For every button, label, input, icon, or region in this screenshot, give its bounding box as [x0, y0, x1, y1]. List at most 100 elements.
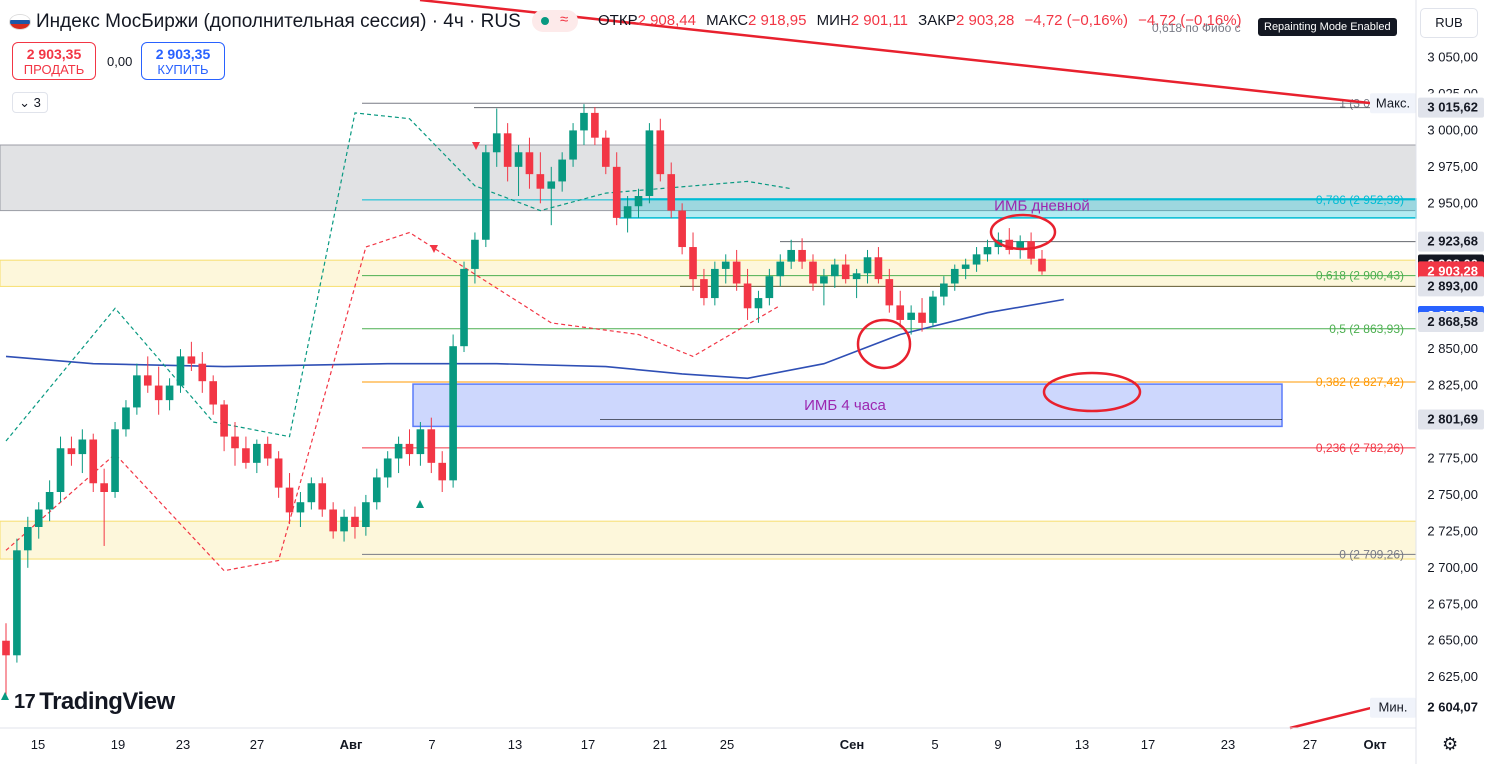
y-tick-label-5: 2 750,00 — [1427, 487, 1478, 502]
candle-body-77 — [841, 264, 850, 280]
candle-body-86 — [940, 283, 948, 297]
sell-price: 2 903,35 — [26, 46, 82, 62]
y-tick-label-8: 2 825,00 — [1427, 378, 1478, 393]
candle-body-75 — [820, 276, 828, 284]
price-label-bg-9 — [1418, 697, 1484, 718]
candle-body-14 — [154, 385, 163, 401]
candle-body-37 — [405, 443, 414, 455]
open-label: ОТКР — [598, 12, 638, 29]
x-tick-label-0: 15 — [31, 737, 45, 752]
candle-body-38 — [416, 429, 425, 455]
circle-mark-target — [1042, 371, 1142, 413]
candle-body-54 — [591, 112, 599, 138]
candle-body-78 — [852, 273, 861, 280]
market-status-icon[interactable] — [532, 10, 578, 32]
time-axis[interactable]: 15 19 23 27 Авг 7 13 17 21 25 Сен 5 9 13 17 23 27 Окт — [0, 727, 1416, 752]
candle-body-93 — [1016, 241, 1025, 250]
candle-body-58 — [634, 196, 643, 207]
trend-line-lower — [1289, 706, 1373, 730]
fib-label-5: 0,236 (2 782,26) — [1316, 441, 1404, 455]
price-label-9: 2 604,07 — [1427, 700, 1478, 715]
x-tick-label-4: Авг — [340, 737, 363, 752]
candle-body-66 — [721, 261, 730, 269]
lots-count: 3 — [33, 95, 41, 110]
candle-body-2 — [23, 526, 32, 551]
sell-button[interactable]: 2 903,35 ПРОДАТЬ — [12, 42, 96, 80]
candle-body-11 — [122, 407, 130, 430]
price-label-7: 2 868,58 — [1427, 314, 1478, 329]
price-label-4: 2 903,28 — [1427, 263, 1478, 278]
candle-body-35 — [383, 458, 392, 478]
candle-body-50 — [547, 181, 556, 189]
price-label-bg-2 — [1418, 231, 1484, 252]
candle-body-61 — [667, 174, 676, 211]
high-value: 2 918,95 — [748, 12, 807, 29]
candle-body-20 — [220, 404, 228, 437]
candles-layer — [2, 104, 1046, 697]
candle-body-53 — [580, 112, 588, 131]
tradingview-logo[interactable]: 17 TradingView — [14, 688, 175, 716]
x-tick-label-8: 21 — [653, 737, 667, 752]
price-axis[interactable]: 2 625,00 2 650,00 2 675,00 2 700,00 2 725,00… — [1370, 0, 1484, 764]
fib-label-6: 0 (2 709,26) — [1339, 547, 1404, 561]
y-tick-label-4: 2 725,00 — [1427, 523, 1478, 538]
open-value: 2 908,44 — [637, 12, 696, 29]
fib-label-4: 0,382 (2 827,42) — [1316, 375, 1404, 389]
change-volume-value: −4,72 (−0,16%) — [1138, 12, 1242, 29]
price-label-bg-5 — [1418, 276, 1484, 297]
price-label-2: 2 923,68 — [1427, 234, 1478, 249]
price-tag-bg-0 — [1370, 93, 1416, 114]
candle-body-79 — [863, 257, 872, 274]
imb-label-1: ИМБ 4 часа — [804, 397, 886, 414]
candle-body-84 — [918, 312, 926, 323]
candle-body-4 — [45, 492, 54, 510]
candle-body-24 — [263, 443, 272, 459]
candle-body-68 — [743, 283, 752, 309]
candle-body-46 — [503, 133, 512, 167]
symbol-title[interactable]: Индекс МосБиржи (дополнительная сессия) … — [36, 11, 521, 32]
price-tag-0: Макс. — [1376, 95, 1410, 110]
channel-lower-line — [5, 231, 781, 572]
currency-select[interactable]: RUB — [1420, 8, 1478, 38]
candle-body-51 — [558, 159, 566, 182]
candle-body-17 — [187, 356, 196, 364]
candle-body-87 — [950, 268, 959, 284]
candle-body-7 — [78, 439, 87, 455]
x-tick-label-16: 27 — [1303, 737, 1317, 752]
sell-signal-arrow-2 — [430, 245, 438, 253]
candle-body-52 — [569, 130, 577, 160]
candle-body-57 — [623, 206, 632, 218]
imb-boxes-layer: ИМБ дневной ИМБ 4 часа — [412, 197, 1417, 428]
candle-body-47 — [514, 152, 523, 167]
yellow-zone-upper — [0, 259, 1417, 287]
candle-body-33 — [362, 502, 370, 527]
buy-button[interactable]: 2 903,35 КУПИТЬ — [141, 42, 225, 80]
x-tick-label-6: 13 — [508, 737, 522, 752]
candle-body-60 — [656, 130, 665, 175]
candle-body-67 — [732, 261, 741, 284]
x-tick-label-12: 9 — [994, 737, 1001, 752]
x-tick-label-15: 23 — [1221, 737, 1235, 752]
candle-body-72 — [787, 249, 795, 262]
candle-body-8 — [89, 439, 98, 484]
trend-line-upper — [419, 0, 1373, 105]
candle-body-29 — [318, 483, 327, 510]
price-label-bg-8 — [1418, 409, 1484, 430]
candle-body-42 — [460, 268, 468, 347]
symbol-header[interactable]: Индекс МосБиржи (дополнительная сессия) … — [10, 8, 521, 36]
candle-body-9 — [100, 483, 108, 492]
gear-icon[interactable]: ⚙ — [1442, 734, 1459, 754]
buy-price: 2 903,35 — [155, 46, 211, 62]
candle-body-45 — [492, 133, 501, 153]
indicators-toggle[interactable]: ⌄ 3 — [12, 92, 48, 113]
candle-body-34 — [372, 477, 381, 503]
candle-body-19 — [209, 381, 218, 405]
y-tick-label-17: 3 050,00 — [1427, 49, 1478, 64]
candle-body-30 — [329, 509, 337, 532]
candle-body-31 — [340, 516, 348, 532]
candle-body-64 — [700, 279, 708, 299]
fib-header-text: 0,618 по Фибо с — [1152, 21, 1241, 35]
candle-body-5 — [56, 448, 65, 492]
candle-body-21 — [231, 436, 239, 449]
